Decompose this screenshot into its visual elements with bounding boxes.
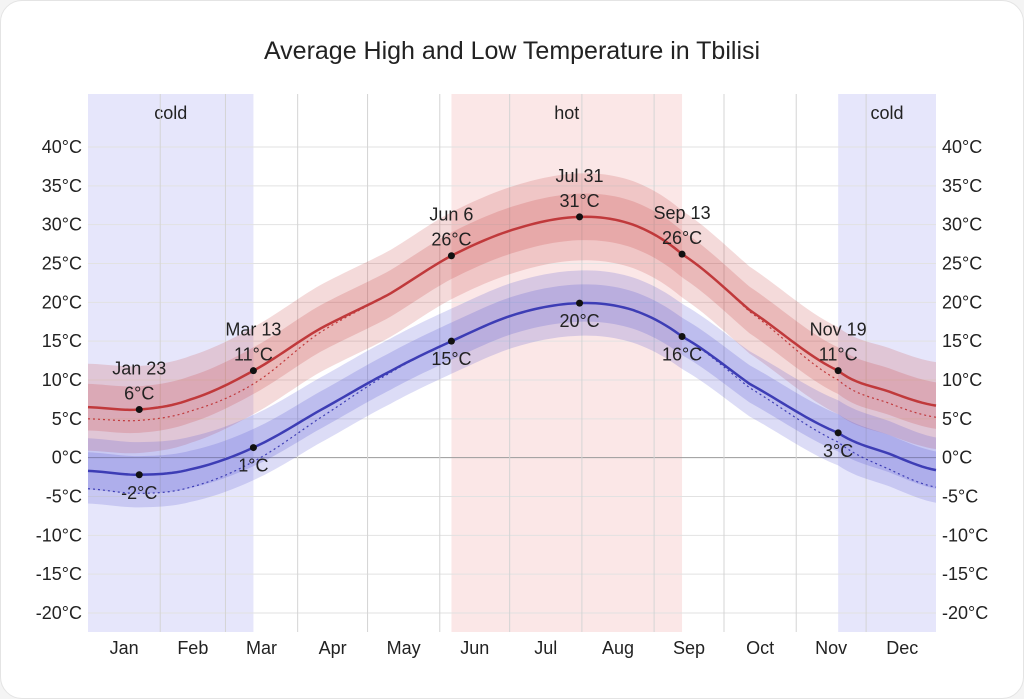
x-tick-label: Mar bbox=[246, 638, 277, 658]
y-tick-label-right: 25°C bbox=[942, 254, 982, 274]
low-line bbox=[87, 301, 937, 477]
low-marker bbox=[834, 429, 842, 437]
y-tick-label-right: 20°C bbox=[942, 292, 982, 312]
y-tick-label-right: 10°C bbox=[942, 370, 982, 390]
x-tick-label: Feb bbox=[177, 638, 208, 658]
y-tick-label-left: 20°C bbox=[42, 292, 82, 312]
y-tick-label-right: 30°C bbox=[942, 215, 982, 235]
x-tick-label: Jan bbox=[110, 638, 139, 658]
season-band-hot bbox=[451, 94, 683, 632]
chart-title: Average High and Low Temperature in Tbil… bbox=[264, 37, 760, 65]
annotation-temp: 1°C bbox=[238, 456, 268, 476]
x-tick-label: May bbox=[387, 638, 421, 658]
annotation-temp: 11°C bbox=[819, 345, 858, 365]
high-marker bbox=[834, 367, 842, 375]
x-tick-label: Jun bbox=[460, 638, 489, 658]
low-marker bbox=[576, 299, 584, 307]
annotation-date: Nov 19 bbox=[810, 320, 867, 340]
x-tick-label: Jul bbox=[534, 638, 557, 658]
y-tick-label-left: 25°C bbox=[42, 254, 82, 274]
annotation-temp: 16°C bbox=[662, 345, 702, 365]
annotation-temp: 31°C bbox=[559, 191, 599, 211]
high-marker bbox=[447, 252, 455, 260]
y-tick-label-right: 0°C bbox=[942, 448, 972, 468]
annotation-temp: 3°C bbox=[823, 441, 853, 461]
x-tick-label: Apr bbox=[319, 638, 347, 658]
annotation-date: Jul 31 bbox=[556, 166, 604, 186]
season-label-cold: cold bbox=[154, 103, 187, 123]
high-marker bbox=[678, 250, 686, 258]
annotation-temp: 26°C bbox=[431, 230, 471, 250]
high-marker bbox=[249, 367, 257, 375]
y-tick-label-right: -20°C bbox=[942, 603, 988, 623]
annotation-date: Mar 13 bbox=[225, 320, 281, 340]
annotation-date: Jan 23 bbox=[112, 359, 166, 379]
season-label-hot: hot bbox=[554, 103, 579, 123]
y-tick-label-right: 15°C bbox=[942, 331, 982, 351]
season-band-cold bbox=[838, 94, 936, 632]
x-tick-label: Aug bbox=[602, 638, 634, 658]
low-marker bbox=[135, 471, 143, 479]
y-tick-label-left: 15°C bbox=[42, 331, 82, 351]
annotation-temp: -2°C bbox=[121, 483, 157, 503]
high-outer-band bbox=[88, 173, 936, 454]
y-tick-label-right: -15°C bbox=[942, 564, 988, 584]
y-tick-label-left: -15°C bbox=[36, 564, 82, 584]
x-tick-label: Nov bbox=[815, 638, 847, 658]
low-marker bbox=[678, 333, 686, 341]
x-tick-label: Sep bbox=[673, 638, 705, 658]
high-inner-band bbox=[88, 193, 936, 434]
y-tick-label-left: -20°C bbox=[36, 603, 82, 623]
annotation-temp: 15°C bbox=[431, 349, 471, 369]
y-tick-label-right: 5°C bbox=[942, 409, 972, 429]
low-marker bbox=[447, 337, 455, 345]
y-tick-label-right: -5°C bbox=[942, 487, 978, 507]
season-label-cold: cold bbox=[871, 103, 904, 123]
annotation-temp: 20°C bbox=[559, 311, 599, 331]
high-marker bbox=[135, 406, 143, 414]
y-tick-label-left: 30°C bbox=[42, 215, 82, 235]
y-tick-label-left: 40°C bbox=[42, 137, 82, 157]
low-outer-band bbox=[88, 270, 936, 508]
y-tick-label-left: -5°C bbox=[46, 487, 82, 507]
y-tick-label-right: 35°C bbox=[942, 176, 982, 196]
y-tick-label-left: 5°C bbox=[52, 409, 82, 429]
y-tick-label-right: -10°C bbox=[942, 525, 988, 545]
annotation-date: Jun 6 bbox=[429, 205, 473, 225]
y-tick-label-right: 40°C bbox=[942, 137, 982, 157]
high-line bbox=[87, 215, 937, 412]
x-tick-label: Oct bbox=[746, 638, 774, 658]
annotation-temp: 26°C bbox=[662, 228, 702, 248]
y-tick-label-left: 0°C bbox=[52, 448, 82, 468]
y-tick-label-left: 35°C bbox=[42, 176, 82, 196]
y-tick-label-left: -10°C bbox=[36, 525, 82, 545]
annotation-temp: 6°C bbox=[124, 384, 154, 404]
annotation-date: Sep 13 bbox=[654, 203, 711, 223]
x-tick-label: Dec bbox=[886, 638, 918, 658]
annotation-temp: 11°C bbox=[234, 345, 273, 365]
high-marker bbox=[576, 213, 584, 221]
low-marker bbox=[249, 444, 257, 452]
low-perceived-line bbox=[87, 302, 937, 494]
y-tick-label-left: 10°C bbox=[42, 370, 82, 390]
